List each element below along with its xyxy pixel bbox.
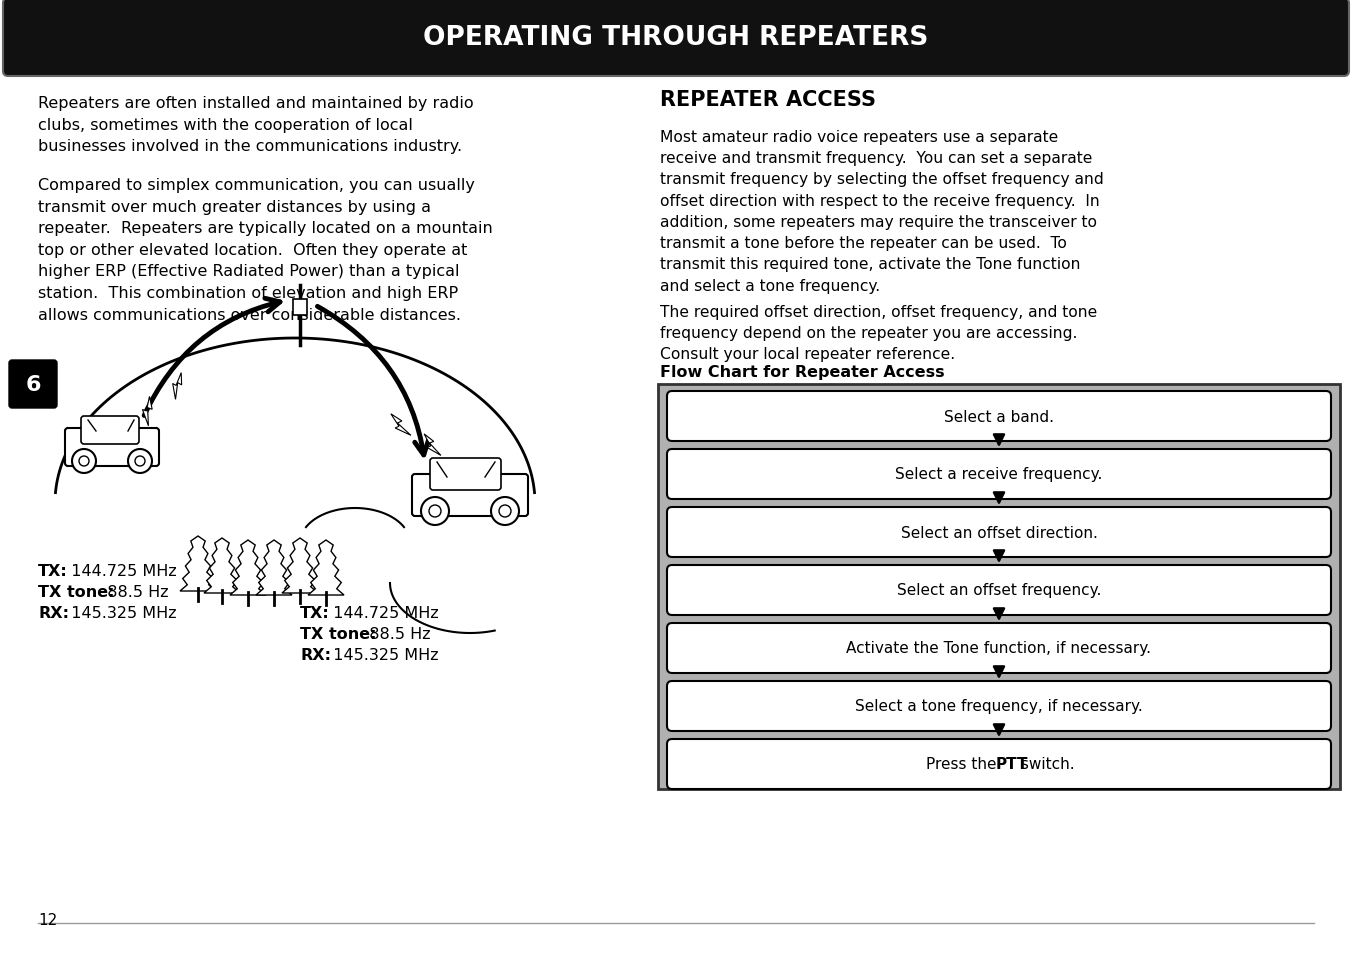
Circle shape: [135, 456, 145, 467]
Text: The required offset direction, offset frequency, and tone
frequency depend on th: The required offset direction, offset fr…: [660, 305, 1098, 362]
FancyBboxPatch shape: [3, 0, 1349, 77]
Circle shape: [72, 450, 96, 474]
Polygon shape: [180, 537, 216, 592]
Polygon shape: [425, 435, 441, 456]
Polygon shape: [173, 374, 181, 400]
Text: 6: 6: [26, 375, 41, 395]
Text: 145.325 MHz: 145.325 MHz: [323, 647, 438, 662]
Text: 12: 12: [38, 912, 57, 927]
Text: switch.: switch.: [1017, 757, 1075, 772]
Text: Compared to simplex communication, you can usually
transmit over much greater di: Compared to simplex communication, you c…: [38, 178, 492, 322]
Text: Activate the Tone function, if necessary.: Activate the Tone function, if necessary…: [846, 640, 1152, 656]
Text: Select an offset direction.: Select an offset direction.: [900, 525, 1098, 540]
FancyBboxPatch shape: [667, 565, 1330, 616]
FancyBboxPatch shape: [667, 623, 1330, 673]
Text: 145.325 MHz: 145.325 MHz: [61, 605, 176, 620]
Text: Select a tone frequency, if necessary.: Select a tone frequency, if necessary.: [854, 699, 1142, 714]
Circle shape: [499, 505, 511, 517]
Text: TX tone:: TX tone:: [300, 626, 376, 641]
Text: Select a receive frequency.: Select a receive frequency.: [895, 467, 1103, 482]
FancyBboxPatch shape: [667, 740, 1330, 789]
Polygon shape: [142, 397, 153, 426]
Polygon shape: [391, 415, 411, 436]
Text: Select a band.: Select a band.: [944, 409, 1055, 424]
FancyBboxPatch shape: [667, 507, 1330, 558]
Text: 144.725 MHz: 144.725 MHz: [61, 563, 176, 578]
Text: TX tone:: TX tone:: [38, 584, 115, 599]
Circle shape: [78, 456, 89, 467]
Text: RX:: RX:: [38, 605, 69, 620]
Polygon shape: [204, 538, 241, 594]
Text: 88.5 Hz: 88.5 Hz: [96, 584, 168, 599]
FancyBboxPatch shape: [667, 392, 1330, 441]
Polygon shape: [230, 540, 266, 596]
Text: RX:: RX:: [300, 647, 331, 662]
Text: OPERATING THROUGH REPEATERS: OPERATING THROUGH REPEATERS: [423, 25, 929, 51]
Text: TX:: TX:: [38, 563, 68, 578]
FancyBboxPatch shape: [9, 360, 57, 409]
Circle shape: [491, 497, 519, 525]
Text: PTT: PTT: [995, 757, 1028, 772]
Circle shape: [429, 505, 441, 517]
Text: REPEATER ACCESS: REPEATER ACCESS: [660, 90, 876, 110]
Polygon shape: [256, 540, 292, 596]
Text: Flow Chart for Repeater Access: Flow Chart for Repeater Access: [660, 365, 945, 379]
Text: Repeaters are often installed and maintained by radio
clubs, sometimes with the : Repeaters are often installed and mainta…: [38, 96, 473, 154]
FancyBboxPatch shape: [412, 475, 529, 517]
Circle shape: [128, 450, 151, 474]
Bar: [293, 299, 307, 315]
Bar: [658, 385, 1340, 789]
Text: TX:: TX:: [300, 605, 330, 620]
Text: Most amateur radio voice repeaters use a separate
receive and transmit frequency: Most amateur radio voice repeaters use a…: [660, 130, 1103, 294]
FancyBboxPatch shape: [81, 416, 139, 444]
Polygon shape: [283, 538, 318, 594]
Text: 144.725 MHz: 144.725 MHz: [323, 605, 438, 620]
Polygon shape: [308, 540, 343, 596]
Text: Select an offset frequency.: Select an offset frequency.: [896, 583, 1101, 598]
FancyBboxPatch shape: [430, 458, 502, 491]
FancyBboxPatch shape: [65, 429, 160, 467]
Circle shape: [420, 497, 449, 525]
FancyBboxPatch shape: [667, 681, 1330, 731]
Text: 88.5 Hz: 88.5 Hz: [358, 626, 430, 641]
FancyBboxPatch shape: [667, 450, 1330, 499]
Text: Press the: Press the: [926, 757, 1000, 772]
